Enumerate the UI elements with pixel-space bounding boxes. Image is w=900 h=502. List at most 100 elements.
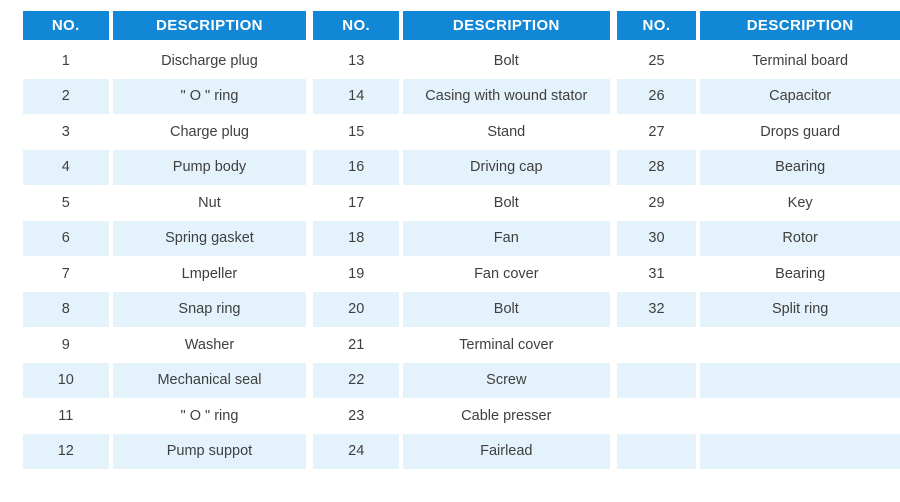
parts-table: NO. DESCRIPTION 1 Discharge plug 2 " O " ri…: [23, 11, 900, 469]
no-cell: 22: [313, 362, 403, 398]
table-row: 27 Drops guard: [616, 114, 900, 150]
description-cell: Bearing: [698, 256, 900, 292]
table-row: 30 Rotor: [616, 220, 900, 256]
header-row: NO. DESCRIPTION: [616, 11, 900, 43]
description-cell: Terminal cover: [401, 327, 610, 363]
no-cell: [616, 327, 701, 363]
description-cell: Casing with wound stator: [401, 78, 610, 114]
no-cell: 2: [23, 78, 113, 114]
table-row: 10 Mechanical seal: [23, 362, 307, 398]
table-row: 24 Fairlead: [313, 433, 610, 469]
description-cell: Bearing: [698, 149, 900, 185]
description-cell: " O " ring: [110, 398, 307, 434]
no-cell: 30: [616, 220, 701, 256]
description-cell: [698, 327, 900, 363]
table-row: 12 Pump suppot: [23, 433, 307, 469]
table-row: 16 Driving cap: [313, 149, 610, 185]
no-cell: 11: [23, 398, 113, 434]
no-cell: 17: [313, 185, 403, 221]
description-cell: Lmpeller: [110, 256, 307, 292]
description-cell: Stand: [401, 114, 610, 150]
table-row: 23 Cable presser: [313, 398, 610, 434]
table-row: 1 Discharge plug: [23, 41, 307, 79]
table-row: 25 Terminal board: [616, 41, 900, 79]
table-row: 5 Nut: [23, 185, 307, 221]
header-cell-description: DESCRIPTION: [401, 11, 610, 43]
parts-table-group-3: NO. DESCRIPTION 25 Terminal board 26 Capaci…: [616, 11, 900, 469]
no-cell: 12: [23, 433, 113, 469]
table-row: 13 Bolt: [313, 41, 610, 79]
table-row: 9 Washer: [23, 327, 307, 363]
table-row: 28 Bearing: [616, 149, 900, 185]
no-cell: 29: [616, 185, 701, 221]
table-row: 14 Casing with wound stator: [313, 78, 610, 114]
description-cell: [698, 362, 900, 398]
description-cell: Spring gasket: [110, 220, 307, 256]
description-cell: Bolt: [401, 185, 610, 221]
description-cell: Terminal board: [698, 41, 900, 79]
no-cell: 23: [313, 398, 403, 434]
description-cell: Fan: [401, 220, 610, 256]
no-cell: 5: [23, 185, 113, 221]
no-cell: [616, 362, 701, 398]
no-cell: 18: [313, 220, 403, 256]
table-body-group-1: 1 Discharge plug 2 " O " ring 3 Charge plug 4 P…: [23, 41, 307, 469]
no-cell: 4: [23, 149, 113, 185]
no-cell: 6: [23, 220, 113, 256]
description-cell: Key: [698, 185, 900, 221]
no-cell: 25: [616, 41, 701, 79]
description-cell: Bolt: [401, 41, 610, 79]
table-row: 6 Spring gasket: [23, 220, 307, 256]
description-cell: Charge plug: [110, 114, 307, 150]
table-row: 31 Bearing: [616, 256, 900, 292]
description-cell: [698, 398, 900, 434]
table-row: 3 Charge plug: [23, 114, 307, 150]
parts-table-group-2: NO. DESCRIPTION 13 Bolt 14 Casing with woun…: [313, 11, 610, 469]
no-cell: 1: [23, 41, 113, 79]
description-cell: Rotor: [698, 220, 900, 256]
no-cell: 15: [313, 114, 403, 150]
header-cell-no: NO.: [23, 11, 113, 43]
description-cell: Capacitor: [698, 78, 900, 114]
table-row: 18 Fan: [313, 220, 610, 256]
header-cell-no: NO.: [616, 11, 701, 43]
description-cell: Drops guard: [698, 114, 900, 150]
no-cell: 10: [23, 362, 113, 398]
no-cell: 14: [313, 78, 403, 114]
no-cell: 28: [616, 149, 701, 185]
no-cell: [616, 398, 701, 434]
description-cell: Mechanical seal: [110, 362, 307, 398]
no-cell: 31: [616, 256, 701, 292]
table-row: 19 Fan cover: [313, 256, 610, 292]
table-row: [616, 327, 900, 363]
no-cell: 8: [23, 291, 113, 327]
description-cell: Bolt: [401, 291, 610, 327]
no-cell: 20: [313, 291, 403, 327]
description-cell: Discharge plug: [110, 41, 307, 79]
description-cell: Fan cover: [401, 256, 610, 292]
table-body-group-2: 13 Bolt 14 Casing with wound stator 15 Stand 1…: [313, 41, 610, 469]
table-row: 15 Stand: [313, 114, 610, 150]
description-cell: Driving cap: [401, 149, 610, 185]
table-row: 17 Bolt: [313, 185, 610, 221]
description-cell: " O " ring: [110, 78, 307, 114]
table-row: 32 Split ring: [616, 291, 900, 327]
description-cell: Split ring: [698, 291, 900, 327]
table-row: [616, 433, 900, 469]
table-body-group-3: 25 Terminal board 26 Capacitor 27 Drops guard…: [616, 41, 900, 469]
description-cell: Washer: [110, 327, 307, 363]
no-cell: 26: [616, 78, 701, 114]
table-row: 8 Snap ring: [23, 291, 307, 327]
table-row: 22 Screw: [313, 362, 610, 398]
no-cell: 13: [313, 41, 403, 79]
table-row: 26 Capacitor: [616, 78, 900, 114]
header-row: NO. DESCRIPTION: [313, 11, 610, 43]
no-cell: 32: [616, 291, 701, 327]
table-row: 2 " O " ring: [23, 78, 307, 114]
header-cell-description: DESCRIPTION: [110, 11, 307, 43]
no-cell: 9: [23, 327, 113, 363]
no-cell: 7: [23, 256, 113, 292]
no-cell: 24: [313, 433, 403, 469]
description-cell: Cable presser: [401, 398, 610, 434]
